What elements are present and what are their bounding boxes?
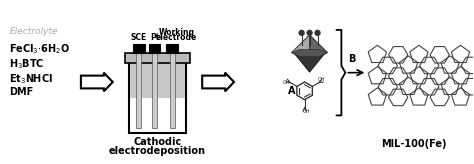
Bar <box>148 44 161 52</box>
Text: Pt: Pt <box>150 33 159 42</box>
Polygon shape <box>292 35 310 52</box>
Text: Cathodic: Cathodic <box>133 137 182 147</box>
Text: electrodeposition: electrodeposition <box>109 146 206 156</box>
Bar <box>136 50 141 128</box>
Text: SCE: SCE <box>130 33 147 42</box>
Bar <box>125 52 190 63</box>
Text: OH: OH <box>318 77 325 82</box>
Text: electrode: electrode <box>156 33 197 42</box>
Text: DMF: DMF <box>9 87 34 97</box>
Circle shape <box>315 30 320 35</box>
Bar <box>130 63 185 98</box>
FancyArrow shape <box>202 73 234 91</box>
Text: MIL-100(Fe): MIL-100(Fe) <box>381 139 447 149</box>
Circle shape <box>307 30 312 35</box>
Text: FeCl$_3$$\cdot$6H$_2$O: FeCl$_3$$\cdot$6H$_2$O <box>9 43 71 56</box>
Text: Electrolyte: Electrolyte <box>9 27 58 36</box>
Text: Working: Working <box>158 28 194 37</box>
Bar <box>166 44 178 52</box>
FancyArrow shape <box>81 73 113 91</box>
Polygon shape <box>310 35 328 52</box>
Polygon shape <box>292 52 328 62</box>
Text: A: A <box>288 86 295 96</box>
Text: Et$_3$NHCl: Et$_3$NHCl <box>9 72 53 86</box>
Bar <box>128 62 186 133</box>
Polygon shape <box>294 52 326 72</box>
Text: H$_3$BTC: H$_3$BTC <box>9 57 45 71</box>
Bar <box>170 50 175 128</box>
Text: OH: OH <box>302 109 310 114</box>
Bar <box>133 44 145 52</box>
Polygon shape <box>292 50 328 56</box>
Bar <box>152 50 157 128</box>
Text: B: B <box>348 54 356 64</box>
Text: OH: OH <box>283 80 290 84</box>
Circle shape <box>299 30 304 35</box>
